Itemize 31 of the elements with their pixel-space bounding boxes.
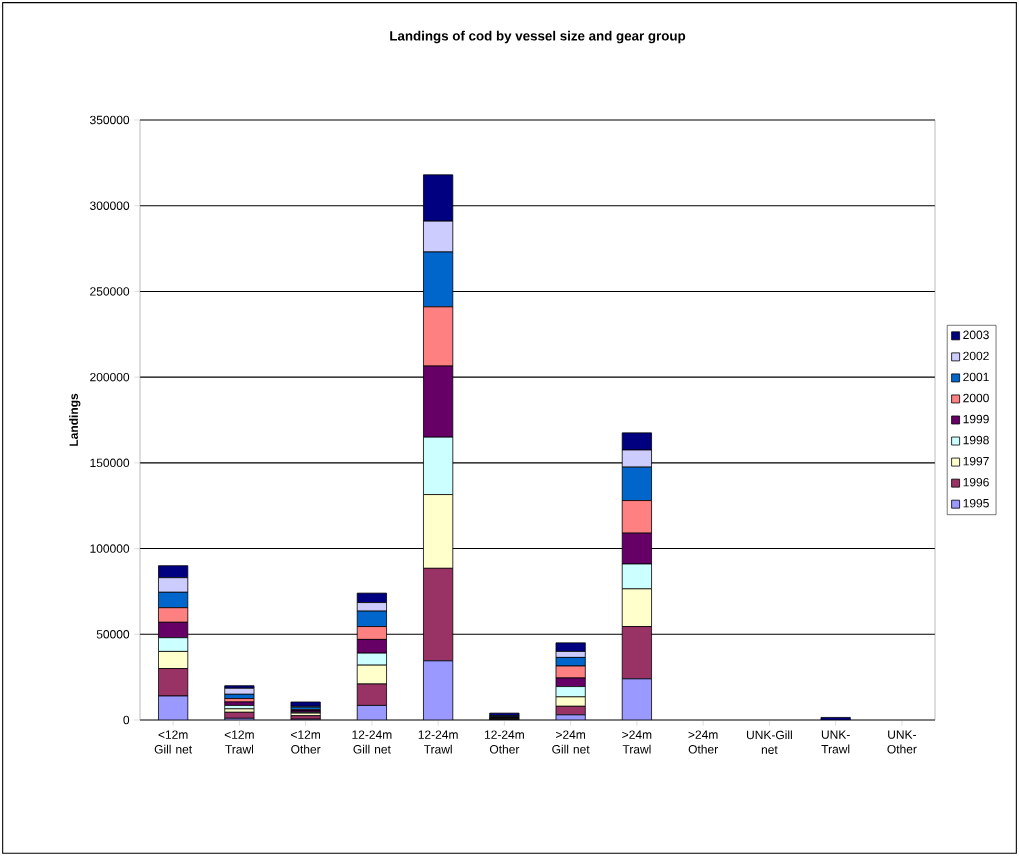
x-tick-label: <12m Other — [291, 730, 321, 754]
legend-label: 2001 — [963, 372, 989, 382]
y-tick-label: 50000 — [96, 630, 130, 639]
legend-label: 1999 — [963, 414, 989, 424]
x-tick-label: <12m Trawl — [224, 730, 254, 754]
x-tick-label: >24m Other — [688, 730, 718, 754]
x-tick-label: UNK-Gill net — [746, 730, 792, 754]
x-tick-label: >24m Trawl — [622, 730, 652, 754]
y-tick-label: 350000 — [90, 115, 130, 125]
y-tick-label: 150000 — [90, 458, 130, 468]
y-tick-label: 100000 — [90, 544, 130, 553]
legend-label: 1997 — [963, 456, 989, 466]
y-tick-label: 0 — [123, 715, 130, 725]
legend-label: 1995 — [963, 498, 989, 508]
x-tick-label: >24m Gill net — [552, 730, 590, 754]
chart-title: Landings of cod by vessel size and gear group — [390, 30, 686, 44]
x-tick-label: 12-24m Other — [484, 730, 524, 754]
x-tick-label: UNK-Trawl — [821, 730, 850, 754]
x-tick-label: 12-24m Trawl — [418, 730, 458, 754]
y-tick-label: 300000 — [90, 201, 130, 210]
y-tick-label: 200000 — [90, 372, 130, 382]
legend-label: 2002 — [963, 351, 989, 361]
legend-label: 1998 — [963, 435, 989, 445]
legend-label: 1996 — [963, 477, 989, 487]
x-tick-label: UNK-Other — [887, 730, 917, 754]
y-tick-label: 250000 — [90, 287, 130, 296]
legend-label: 2003 — [963, 330, 989, 340]
y-axis-title: Landings — [69, 393, 81, 446]
legend-label: 2000 — [963, 393, 989, 403]
x-tick-label: <12m Gill net — [154, 730, 193, 754]
x-tick-label: 12-24m Gill net — [352, 730, 392, 754]
